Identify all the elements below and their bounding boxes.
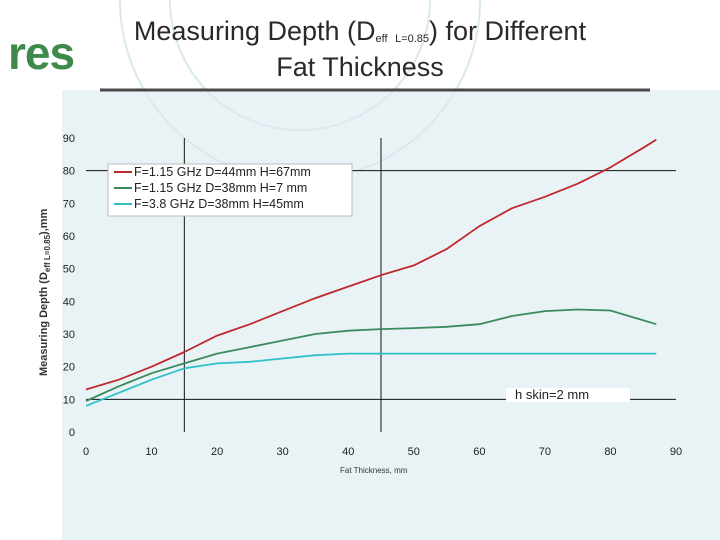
- y-tick-label: 40: [63, 296, 75, 308]
- y-tick-label: 30: [63, 329, 75, 341]
- legend: F=1.15 GHz D=44mm H=67mm F=1.15 GHz D=38m…: [107, 163, 353, 217]
- series-line-2: [85, 308, 657, 402]
- x-tick-label: 70: [539, 446, 551, 458]
- y-tick-label: 60: [63, 231, 75, 243]
- tick-labels: 0 10 20 30 40 50 60 70 80 90 0 10 20 30 40 50 60 70 80 90: [63, 133, 682, 458]
- annotation-label: h skin=2 mm: [515, 387, 589, 402]
- x-tick-label: 80: [604, 446, 616, 458]
- res-logo: res: [8, 27, 75, 79]
- x-tick-label: 20: [211, 446, 223, 458]
- x-tick-label: 0: [83, 446, 89, 458]
- series-lines: [85, 138, 657, 407]
- x-tick-label: 60: [473, 446, 485, 458]
- legend-entry: F=1.15 GHz D=44mm H=67mm: [134, 165, 311, 179]
- y-tick-label: 80: [63, 166, 75, 178]
- y-tick-label: 10: [63, 394, 75, 406]
- legend-entry: F=3.8 GHz D=38mm H=45mm: [134, 197, 304, 211]
- series-line-1: [85, 138, 657, 391]
- page-title-line1: Measuring Depth (Deff L=0.85) for Differ…: [133, 16, 587, 46]
- legend-box: [107, 163, 353, 217]
- annotation-background: [506, 388, 630, 402]
- x-tick-label: 50: [408, 446, 420, 458]
- x-tick-label: 40: [342, 446, 354, 458]
- decorative-ring: [169, 0, 431, 131]
- x-tick-label: 10: [145, 446, 157, 458]
- page-title-line2: Fat Thickness: [276, 52, 444, 82]
- y-axis-label: Measuring Depth (Deff L=0.85),mm: [38, 208, 53, 376]
- y-tick-label: 0: [69, 427, 75, 439]
- y-tick-label: 20: [63, 362, 75, 374]
- legend-entry: F=1.15 GHz D=38mm H=7 mm: [134, 181, 307, 195]
- y-tick-label: 50: [63, 264, 75, 276]
- x-tick-label: 30: [277, 446, 289, 458]
- y-tick-label: 90: [63, 133, 75, 145]
- y-tick-label: 70: [63, 198, 75, 210]
- x-tick-label: 90: [670, 446, 682, 458]
- x-axis-label: Fat Thickness, mm: [340, 466, 408, 475]
- series-line-3: [85, 352, 657, 407]
